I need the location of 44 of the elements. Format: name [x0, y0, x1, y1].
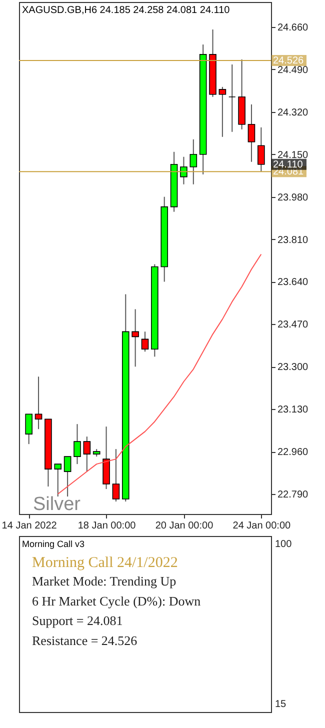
y-tick-label: 24.490	[278, 64, 309, 76]
y-tick-label: 23.810	[278, 234, 309, 246]
text: Support = 24.081	[32, 613, 123, 628]
candlestick	[248, 104, 256, 162]
text: Resistance = 24.526	[32, 632, 138, 648]
y-tick-label: 23.980	[278, 192, 309, 204]
y-tick-label: 22.790	[278, 490, 309, 501]
line-series	[57, 254, 262, 495]
candlestick	[34, 376, 42, 430]
ref-line-label: 24.526	[273, 55, 304, 66]
chart-title: XAGUSD.GB,H6 24.185 24.258 24.081 24.110	[22, 5, 230, 16]
candlestick	[228, 64, 236, 132]
text: Market Mode: Trending Up	[32, 574, 176, 589]
candlestick	[141, 331, 149, 352]
candlestick	[64, 456, 72, 498]
y-tick-label: 23.470	[278, 320, 309, 331]
y-tick-label: 24.150	[278, 150, 309, 161]
x-tick-label: 24 Jan 00:00	[232, 520, 292, 532]
candlestick	[190, 138, 198, 185]
annotation: Silver	[33, 494, 82, 515]
y-tick-label: 23.130	[278, 404, 309, 416]
text: 15	[275, 699, 287, 710]
candlestick	[74, 424, 81, 465]
candlestick	[25, 414, 32, 445]
y-tick-label: 23.640	[278, 277, 309, 288]
y-tick-label: 24.320	[278, 107, 309, 118]
x-tick-label: 18 Jan 00:00	[78, 520, 136, 532]
candlestick	[218, 86, 226, 138]
candlestick	[180, 156, 188, 185]
candlestick	[132, 308, 139, 368]
text: 100	[275, 539, 292, 550]
candlestick	[112, 448, 120, 502]
y-tick-label: 22.960	[278, 447, 309, 458]
ref-line-label: 24.081	[273, 166, 304, 178]
text: Morning Call v3	[22, 539, 85, 549]
text: Morning Call 24/1/2022	[32, 555, 178, 571]
x-tick-label: 14 Jan 2022	[2, 520, 58, 532]
candlestick	[83, 436, 91, 472]
candlestick	[258, 126, 265, 172]
y-tick-label: 23.300	[278, 362, 309, 374]
candlestick	[54, 464, 62, 498]
text: 6 Hr Market Cycle (D%): Down	[32, 593, 202, 608]
x-tick-label: 20 Jan 00:00	[155, 520, 214, 532]
y-tick-label: 24.660	[278, 22, 309, 34]
